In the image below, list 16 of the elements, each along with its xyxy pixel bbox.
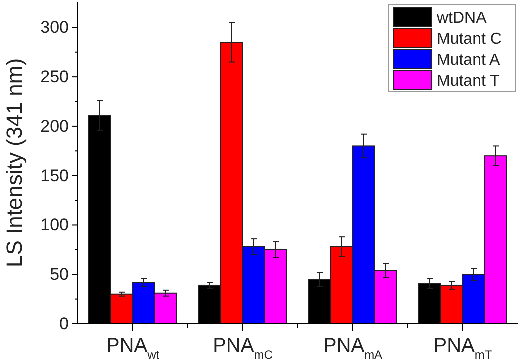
y-tick-label: 250 (40, 68, 69, 87)
x-tick-label: PNA$_{mA}$ (323, 335, 383, 362)
legend-label: Mutant C (437, 31, 502, 48)
y-tick-label: 300 (40, 18, 69, 38)
y-tick-label: 50 (50, 265, 69, 284)
legend-label: Mutant T (437, 73, 500, 90)
x-tick-label: PNA$_{mC}$ (213, 335, 274, 362)
legend-label: Mutant A (437, 52, 500, 69)
y-tick-label: 0 (60, 314, 69, 334)
y-tick-label: 150 (40, 166, 69, 186)
y-axis-title: LS Intensity (341 nm) (2, 58, 27, 268)
x-tick-label: PNA$_{wt}$ (106, 335, 160, 362)
y-tick-label: 200 (40, 116, 69, 136)
legend-label: wtDNA (436, 10, 488, 27)
x-tick-label: PNA$_{mT}$ (434, 335, 493, 362)
y-tick-label: 100 (40, 216, 69, 235)
